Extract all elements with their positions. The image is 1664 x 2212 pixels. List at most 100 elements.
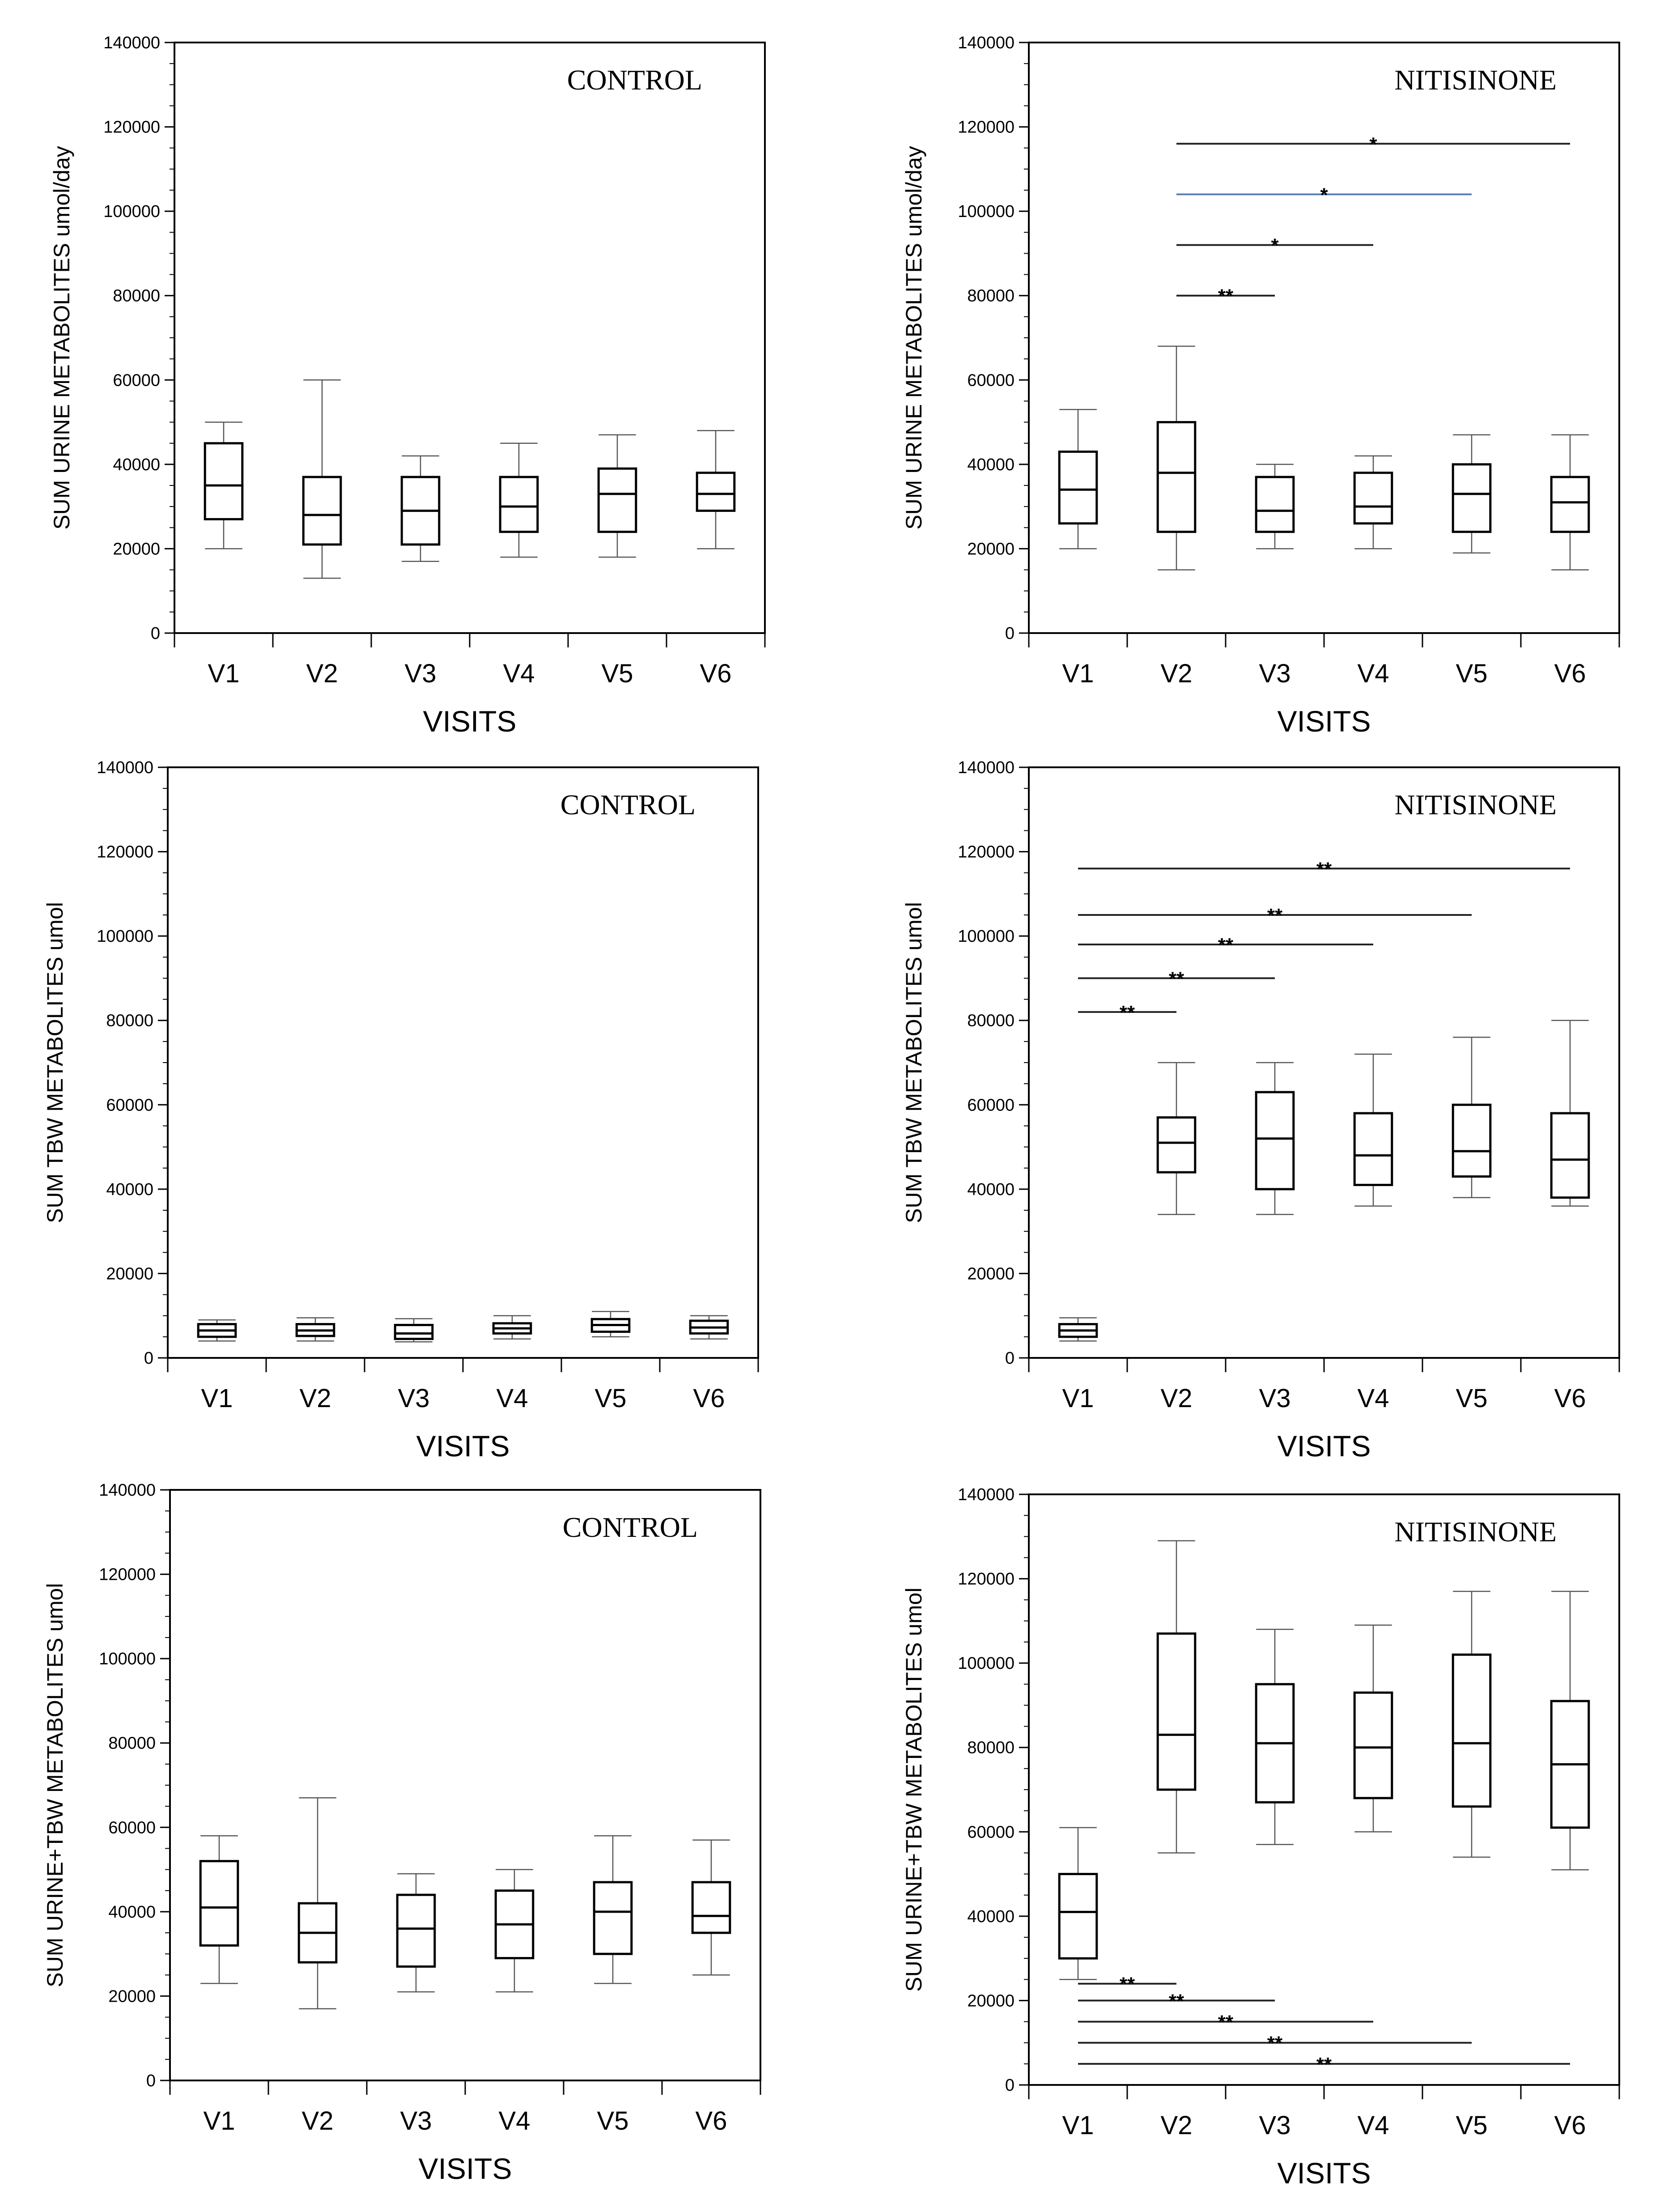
y-tick-label: 40000	[106, 1180, 153, 1199]
y-tick-label: 20000	[967, 540, 1015, 558]
x-tick-label-v6: V6	[1554, 2111, 1586, 2140]
x-tick-label-v2: V2	[1161, 1384, 1193, 1413]
significance-label: *	[1271, 235, 1279, 257]
y-tick-label: 0	[1005, 624, 1015, 643]
y-tick-label: 40000	[967, 1180, 1015, 1199]
x-tick-label-v2: V2	[300, 1384, 331, 1413]
y-tick-label: 120000	[97, 843, 153, 862]
iqr-box	[691, 1881, 731, 1934]
x-tick-label-v3: V3	[398, 1384, 430, 1413]
x-tick-label-v5: V5	[595, 1384, 627, 1413]
significance-bar-3: *	[1176, 235, 1373, 257]
x-tick-label-v4: V4	[1358, 2111, 1389, 2140]
significance-bar-3: **	[1078, 2012, 1373, 2033]
iqr-box	[1353, 1112, 1393, 1186]
iqr-box	[1156, 1632, 1197, 1791]
y-tick-label: 140000	[103, 34, 160, 52]
iqr-box	[1058, 451, 1098, 525]
x-tick-label-v4: V4	[1358, 659, 1389, 688]
y-tick-label: 100000	[958, 927, 1015, 946]
plot-frame	[1028, 42, 1620, 634]
box-v3	[396, 1873, 436, 1993]
y-tick-label: 60000	[967, 371, 1015, 390]
y-tick-label: 40000	[108, 1903, 156, 1922]
plot-frame	[174, 42, 766, 634]
significance-label: **	[1218, 285, 1234, 307]
y-tick-label: 100000	[99, 1650, 156, 1668]
iqr-box	[199, 1860, 239, 1947]
x-tick-label-v6: V6	[1554, 1384, 1586, 1413]
significance-bar-4: **	[1176, 285, 1275, 307]
y-tick-label: 0	[1005, 2076, 1015, 2095]
significance-label: **	[1169, 968, 1184, 990]
box-v1	[1058, 409, 1098, 549]
y-tick-label: 120000	[958, 118, 1015, 137]
panel-title: NITISINONE	[1394, 789, 1557, 821]
iqr-box	[597, 467, 637, 533]
x-tick-label-v4: V4	[499, 2106, 531, 2135]
box-v6	[1550, 1020, 1590, 1207]
y-tick-label: 80000	[108, 1734, 156, 1753]
box-v3	[1255, 464, 1295, 549]
y-axis-label: SUM URINE+TBW METABOLITES umol	[42, 1583, 68, 1987]
box-v5	[1452, 1037, 1492, 1198]
significance-bar-5: **	[1078, 1002, 1176, 1024]
y-tick-label: 80000	[967, 287, 1015, 306]
significance-label: **	[1267, 905, 1283, 927]
x-tick-label-v6: V6	[700, 659, 732, 688]
panel-title: CONTROL	[560, 789, 696, 821]
significance-label: **	[1120, 1974, 1135, 1995]
x-tick-label-v6: V6	[693, 1384, 725, 1413]
box-v3	[400, 455, 441, 562]
box-v4	[492, 1315, 532, 1340]
y-tick-label: 20000	[967, 1991, 1015, 2010]
y-tick-label: 20000	[106, 1264, 153, 1283]
box-v4	[494, 1869, 535, 1993]
x-axis-label: VISITS	[418, 2152, 512, 2185]
iqr-box	[1452, 1103, 1492, 1178]
panel-3: 0 20000 40000 60000 80000 100000 120000 140000 V…	[42, 758, 759, 1463]
iqr-box	[696, 472, 736, 512]
iqr-box	[394, 1323, 434, 1340]
iqr-box	[1452, 1653, 1492, 1808]
panel-title: CONTROL	[567, 64, 702, 96]
x-tick-label-v3: V3	[1259, 659, 1291, 688]
x-tick-label-v5: V5	[1456, 1384, 1488, 1413]
iqr-box	[1550, 1112, 1590, 1199]
significance-label: *	[1320, 184, 1328, 206]
significance-bar-3: **	[1078, 934, 1373, 956]
y-axis-label: SUM URINE METABOLITES umol/day	[49, 146, 74, 530]
iqr-box	[396, 1893, 436, 1968]
y-tick-label: 120000	[103, 118, 160, 137]
x-axis-label: VISITS	[1277, 2157, 1371, 2190]
iqr-box	[499, 476, 539, 533]
x-tick-label-v2: V2	[302, 2106, 334, 2135]
significance-label: **	[1267, 2033, 1283, 2055]
panel-4: 0 20000 40000 60000 80000 100000 120000 140000 V…	[901, 758, 1620, 1463]
x-tick-label-v3: V3	[1259, 2111, 1291, 2140]
y-tick-label: 20000	[108, 1987, 156, 2006]
y-tick-label: 140000	[958, 758, 1015, 777]
box-v4	[499, 442, 539, 558]
y-tick-label: 120000	[958, 843, 1015, 862]
y-tick-label: 100000	[958, 1654, 1015, 1673]
panel-6: 0 20000 40000 60000 80000 100000 120000 140000 V…	[901, 1485, 1620, 2190]
box-v5	[597, 434, 637, 558]
iqr-box	[1353, 472, 1393, 525]
y-axis-label: SUM URINE+TBW METABOLITES umol	[901, 1587, 926, 1991]
y-tick-label: 20000	[967, 1264, 1015, 1283]
x-tick-label-v2: V2	[1161, 2111, 1193, 2140]
y-tick-label: 140000	[958, 34, 1015, 52]
significance-label: *	[1369, 133, 1377, 155]
significance-bar-4: **	[1078, 968, 1275, 990]
box-v2	[1156, 345, 1197, 570]
y-tick-label: 140000	[99, 1481, 156, 1500]
y-tick-label: 0	[146, 2072, 156, 2090]
box-v1	[204, 421, 244, 549]
box-v2	[302, 379, 342, 579]
x-tick-label-v6: V6	[696, 2106, 727, 2135]
y-tick-label: 80000	[113, 287, 160, 306]
x-tick-label-v5: V5	[1456, 2111, 1488, 2140]
y-tick-label: 80000	[967, 1012, 1015, 1030]
box-v2	[1156, 1062, 1197, 1215]
